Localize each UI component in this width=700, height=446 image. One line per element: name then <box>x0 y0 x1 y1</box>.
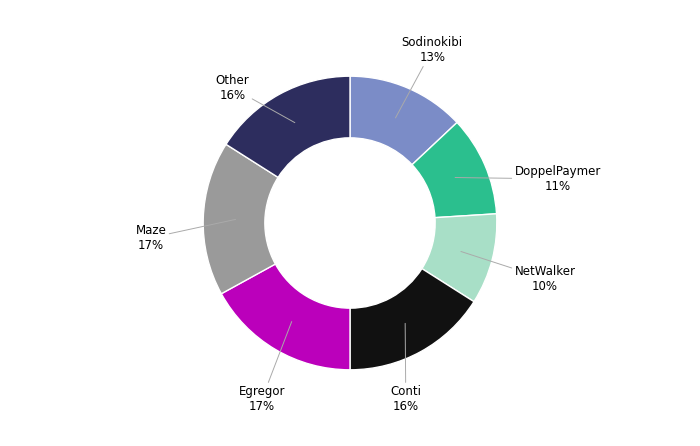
Wedge shape <box>203 145 278 294</box>
Wedge shape <box>226 76 350 178</box>
Text: Other
16%: Other 16% <box>216 74 295 123</box>
Wedge shape <box>412 123 496 218</box>
Wedge shape <box>350 268 474 370</box>
Text: DoppelPaymer
11%: DoppelPaymer 11% <box>455 165 601 193</box>
Text: NetWalker
10%: NetWalker 10% <box>461 252 575 293</box>
Text: Maze
17%: Maze 17% <box>136 219 235 252</box>
Wedge shape <box>422 214 497 301</box>
Text: Conti
16%: Conti 16% <box>391 323 421 413</box>
Wedge shape <box>221 264 350 370</box>
Text: Sodinokibi
13%: Sodinokibi 13% <box>395 36 463 118</box>
Wedge shape <box>350 76 457 165</box>
Text: Egregor
17%: Egregor 17% <box>239 322 292 413</box>
